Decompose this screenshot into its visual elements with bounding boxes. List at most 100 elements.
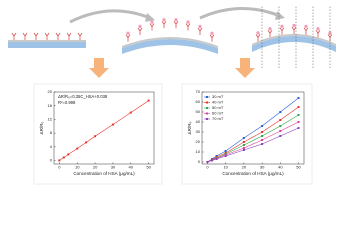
antigen xyxy=(150,20,154,24)
antibody xyxy=(11,32,17,40)
legend-label: 30 mT xyxy=(212,94,224,99)
x-tick-label: 50 xyxy=(296,165,301,170)
curved-arrow xyxy=(199,7,281,20)
antibodies xyxy=(11,6,333,68)
x-tick-label: 30 xyxy=(260,165,265,170)
data-point xyxy=(242,137,245,139)
x-tick-label: 20 xyxy=(242,165,247,170)
antibody xyxy=(125,34,131,42)
antibody xyxy=(303,27,309,35)
data-point xyxy=(85,141,88,144)
data-point xyxy=(261,135,264,137)
antibody xyxy=(185,23,191,31)
data-point xyxy=(242,149,245,151)
data-point xyxy=(297,97,300,99)
x-tick-label: 0 xyxy=(206,165,209,170)
x-tick-label: 40 xyxy=(278,165,283,170)
annotation: R²=0.998 xyxy=(58,100,76,105)
data-point xyxy=(279,119,282,121)
data-point xyxy=(242,147,245,149)
data-point xyxy=(279,130,282,132)
data-point xyxy=(111,123,114,126)
sensor-bent xyxy=(252,36,336,52)
y-tick-label: 0 xyxy=(50,158,53,163)
antibody xyxy=(66,32,72,40)
data-point xyxy=(297,121,300,123)
antibody xyxy=(173,21,179,29)
y-tick-label: 0 xyxy=(198,159,201,164)
data-point xyxy=(211,159,214,162)
antigen xyxy=(304,24,308,28)
antibody xyxy=(55,32,61,40)
data-point xyxy=(206,161,209,163)
annotation: ΔR/R₀=0.35C_HSA+0.038 xyxy=(58,94,108,99)
antigen xyxy=(186,20,190,24)
antibody xyxy=(137,27,143,36)
antibody xyxy=(22,32,28,40)
plot-frame xyxy=(201,91,305,165)
data-point xyxy=(261,125,264,127)
x-axis-label: Concentration of HSA (μg/mL) xyxy=(222,171,284,176)
y-tick-label: 30 xyxy=(196,129,201,134)
x-tick-label: 10 xyxy=(75,165,80,170)
data-point xyxy=(147,99,150,102)
antigen xyxy=(292,23,296,28)
legend-label: 60 mT xyxy=(212,111,224,116)
plot-frame xyxy=(53,91,155,165)
sensor-flat xyxy=(8,42,86,48)
antigen xyxy=(328,31,332,35)
y-tick-label: 8 xyxy=(50,130,53,135)
data-point xyxy=(94,135,97,138)
sensor-layer xyxy=(252,34,336,46)
y-tick-label: 16 xyxy=(48,103,53,108)
antigen xyxy=(268,27,272,31)
arrow-head xyxy=(275,11,285,20)
antigen xyxy=(280,24,284,28)
antigen xyxy=(162,18,166,22)
data-point xyxy=(297,127,300,129)
x-tick-label: 50 xyxy=(146,165,151,170)
x-tick-label: 40 xyxy=(129,165,134,170)
y-tick-label: 12 xyxy=(48,116,53,121)
antibody xyxy=(149,23,155,31)
legend-label: 70 mT xyxy=(212,116,224,121)
x-tick-label: 20 xyxy=(93,165,98,170)
sensor-layer xyxy=(8,40,86,42)
x-axis-label: Concentration of HSA (μg/mL) xyxy=(73,171,135,176)
y-tick-label: 50 xyxy=(196,109,201,114)
y-tick-label: 10 xyxy=(196,149,201,154)
antigen xyxy=(138,24,142,29)
illustration xyxy=(8,6,336,78)
antigen xyxy=(126,31,130,35)
legend-label: 40 mT xyxy=(212,100,224,105)
data-point xyxy=(279,125,282,127)
y-axis-label: ΔR/R₀ xyxy=(187,121,192,134)
data-point xyxy=(224,155,227,157)
legend-label: 50 mT xyxy=(212,105,224,110)
y-tick-label: 20 xyxy=(196,139,201,144)
antibody xyxy=(255,34,261,42)
antigen xyxy=(174,18,178,22)
y-tick-label: 70 xyxy=(196,89,201,94)
y-tick-label: 4 xyxy=(50,144,53,149)
data-point xyxy=(215,158,218,160)
data-point xyxy=(62,156,65,159)
antigen xyxy=(210,31,214,35)
antibody xyxy=(279,27,285,35)
sensor-layer xyxy=(122,37,218,48)
antigen xyxy=(256,31,260,35)
down-arrow xyxy=(235,58,255,78)
x-tick-label: 0 xyxy=(58,165,61,170)
data-point xyxy=(242,144,245,146)
data-point xyxy=(279,111,282,113)
data-point xyxy=(129,111,132,114)
antibody xyxy=(33,32,39,40)
data-point xyxy=(224,150,227,152)
antigen xyxy=(198,24,202,29)
y-axis-label: ΔR/R₀ xyxy=(39,121,44,134)
chart-panel xyxy=(181,83,313,185)
data-point xyxy=(261,131,264,133)
data-point xyxy=(297,106,300,108)
y-tick-label: 20 xyxy=(48,89,53,94)
